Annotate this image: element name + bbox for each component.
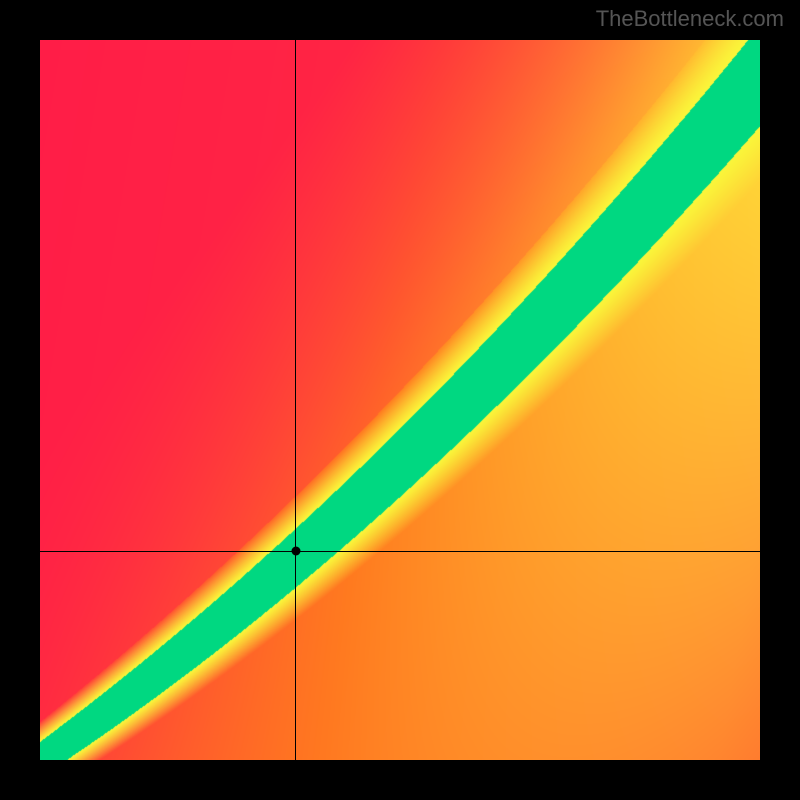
bottleneck-heatmap <box>40 40 760 760</box>
crosshair-marker-dot <box>291 547 300 556</box>
crosshair-vertical <box>295 40 296 760</box>
crosshair-horizontal <box>40 551 760 552</box>
watermark: TheBottleneck.com <box>596 6 784 32</box>
